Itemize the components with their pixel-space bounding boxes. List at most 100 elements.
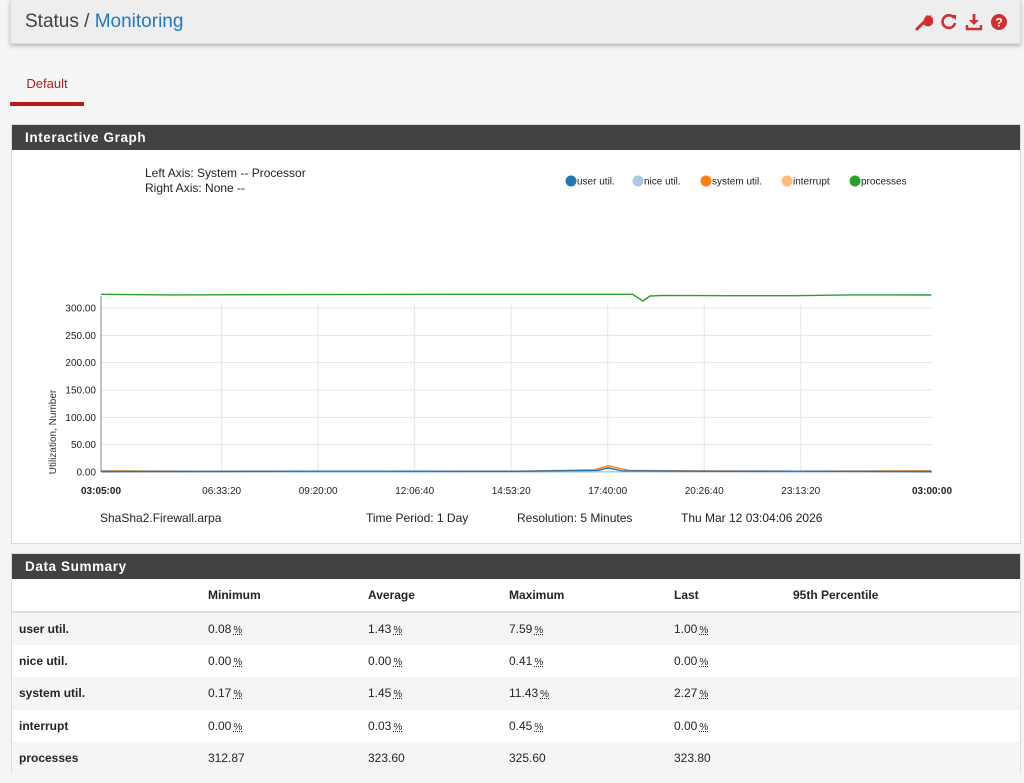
footer-host: ShaSha2.Firewall.arpa bbox=[100, 511, 222, 525]
chart-series bbox=[100, 293, 932, 473]
cell-value: 2.27 bbox=[674, 686, 698, 701]
wrench-icon[interactable] bbox=[915, 13, 934, 31]
breadcrumb-parent[interactable]: Status bbox=[25, 11, 79, 32]
legend-swatch bbox=[565, 175, 577, 187]
cell-value: 325.60 bbox=[509, 751, 546, 766]
cell-max: 0.41% bbox=[509, 645, 674, 678]
series-line[interactable] bbox=[100, 293, 932, 302]
percent-unit: % bbox=[233, 656, 243, 668]
y-axis-title: Utilization, Number bbox=[48, 389, 59, 474]
legend-item[interactable]: interrupt bbox=[781, 175, 830, 188]
cell-value: 0.45 bbox=[509, 718, 533, 733]
column-header: Maximum bbox=[509, 579, 674, 613]
breadcrumb-current[interactable]: Monitoring bbox=[94, 11, 184, 32]
table-header-row: Minimum Average Maximum Last 95th Percentile bbox=[12, 579, 1020, 613]
y-tick-label: 300.00 bbox=[65, 304, 96, 315]
y-tick-label: 50.00 bbox=[71, 440, 96, 451]
cell-max: 325.60 bbox=[509, 742, 674, 775]
table-row: user util. 0.08% 1.43% 7.59% 1.00% bbox=[12, 612, 1020, 645]
summary-table: Minimum Average Maximum Last 95th Percentile… bbox=[12, 579, 1020, 775]
row-label: interrupt bbox=[19, 718, 69, 733]
series-line[interactable] bbox=[100, 467, 932, 473]
legend-item[interactable]: nice util. bbox=[632, 175, 681, 188]
cell-value: 0.08 bbox=[208, 621, 232, 636]
percent-unit: % bbox=[393, 721, 403, 733]
cell-min: 0.00% bbox=[208, 710, 368, 743]
cell-avg: 323.60 bbox=[368, 742, 509, 775]
right-axis-label: Right Axis: None -- bbox=[145, 181, 245, 195]
percent-unit: % bbox=[699, 721, 709, 733]
cell-value: 323.80 bbox=[674, 751, 711, 766]
left-axis-label: Left Axis: System -- Processor bbox=[145, 166, 306, 180]
y-tick-label: 0.00 bbox=[77, 468, 97, 479]
x-tick-label: 17:40:00 bbox=[588, 486, 627, 497]
footer-resolution: Resolution: 5 Minutes bbox=[517, 511, 632, 525]
x-tick-label: 20:26:40 bbox=[685, 486, 724, 497]
cell-avg: 1.45% bbox=[368, 677, 509, 710]
x-tick-label: 03:05:00 bbox=[81, 486, 121, 497]
top-bar: Status / Monitoring ? bbox=[10, 0, 1021, 44]
cell-last: 0.00% bbox=[674, 710, 793, 743]
legend-swatch bbox=[632, 175, 644, 187]
help-icon[interactable]: ? bbox=[990, 13, 1008, 31]
y-tick-label: 150.00 bbox=[65, 386, 96, 397]
cell-value: 0.00 bbox=[208, 718, 232, 733]
cell-last: 1.00% bbox=[674, 612, 793, 645]
percent-unit: % bbox=[233, 721, 243, 733]
cell-value: 0.00 bbox=[208, 653, 232, 668]
cell-value: 0.00 bbox=[674, 718, 698, 733]
processor-graph[interactable]: Left Axis: System -- Processor Right Axi… bbox=[12, 150, 1020, 544]
download-icon[interactable] bbox=[965, 13, 983, 31]
cell-value: 0.00 bbox=[674, 653, 698, 668]
percent-unit: % bbox=[534, 656, 544, 668]
legend-swatch bbox=[781, 175, 793, 187]
chart-legend: user util. nice util. system util. interrup… bbox=[565, 175, 907, 188]
y-tick-label: 200.00 bbox=[65, 358, 96, 369]
tab-default[interactable]: Default bbox=[10, 70, 84, 106]
legend-label: processes bbox=[861, 177, 907, 188]
percent-unit: % bbox=[393, 656, 403, 668]
refresh-icon[interactable] bbox=[940, 13, 958, 31]
breadcrumb-separator: / bbox=[78, 11, 95, 32]
cell-min: 0.00% bbox=[208, 645, 368, 678]
legend-swatch bbox=[700, 175, 712, 187]
table-row: interrupt 0.00% 0.03% 0.45% 0.00% bbox=[12, 710, 1020, 743]
cell-value: 323.60 bbox=[368, 751, 405, 766]
cell-last: 323.80 bbox=[674, 742, 793, 775]
legend-label: interrupt bbox=[793, 177, 830, 188]
cell-value: 0.17 bbox=[208, 686, 232, 701]
interactive-graph-panel: Interactive Graph Left Axis: System -- P… bbox=[11, 124, 1021, 544]
percent-unit: % bbox=[534, 624, 544, 636]
row-label: nice util. bbox=[19, 653, 68, 668]
breadcrumb: Status / Monitoring bbox=[25, 11, 183, 33]
column-header: Last bbox=[674, 579, 793, 613]
legend-item[interactable]: system util. bbox=[700, 175, 763, 188]
percent-unit: % bbox=[540, 689, 550, 701]
footer-date: Thu Mar 12 03:04:06 2026 bbox=[681, 511, 823, 525]
cell-avg: 0.03% bbox=[368, 710, 509, 743]
percent-unit: % bbox=[699, 656, 709, 668]
cell-min: 312.87 bbox=[208, 742, 368, 775]
percent-unit: % bbox=[699, 689, 709, 701]
cell-avg: 1.43% bbox=[368, 612, 509, 645]
x-tick-label: 03:00:00 bbox=[912, 486, 952, 497]
row-label: system util. bbox=[19, 686, 86, 701]
cell-p95 bbox=[793, 645, 1020, 678]
percent-unit: % bbox=[233, 689, 243, 701]
legend-item[interactable]: processes bbox=[849, 175, 907, 188]
cell-last: 0.00% bbox=[674, 645, 793, 678]
panel-title: Interactive Graph bbox=[12, 125, 1020, 150]
percent-unit: % bbox=[699, 624, 709, 636]
toolbar-icons: ? bbox=[915, 13, 1008, 31]
legend-item[interactable]: user util. bbox=[565, 175, 615, 188]
chart-grid bbox=[100, 296, 932, 473]
footer-period: Time Period: 1 Day bbox=[366, 511, 468, 525]
cell-max: 0.45% bbox=[509, 710, 674, 743]
cell-value: 11.43 bbox=[509, 686, 539, 701]
cell-value: 1.45 bbox=[368, 686, 392, 701]
series-line[interactable] bbox=[100, 465, 932, 472]
column-header: Average bbox=[368, 579, 509, 613]
cell-value: 0.00 bbox=[368, 653, 392, 668]
cell-p95 bbox=[793, 677, 1020, 710]
cell-value: 312.87 bbox=[208, 751, 245, 766]
